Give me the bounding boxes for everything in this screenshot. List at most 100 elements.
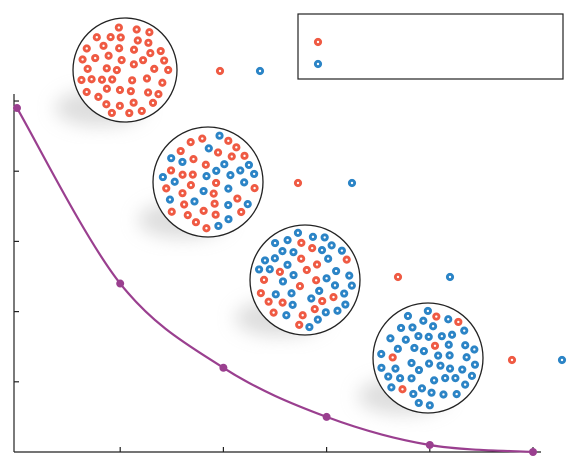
particle-core [212,192,215,195]
particle-core [182,203,186,206]
particle-core [345,258,348,261]
particle-core [399,326,403,330]
particle-core [315,263,319,266]
particle-core [317,289,321,293]
particle-core [439,364,442,367]
particle-core [305,268,309,272]
particle-core [410,361,413,365]
particle-core [448,354,451,357]
particle-core [394,367,397,370]
particle-core [316,318,320,321]
particle-core [223,163,226,166]
particle-core [170,210,173,213]
particle-core [128,111,131,115]
particle-core [205,174,208,178]
particle-core [350,181,354,185]
particle-core [95,36,99,39]
particle-core [141,58,145,62]
particle-core [169,169,173,172]
particle-core [136,39,139,42]
particle-core [291,303,294,307]
particle-core [417,334,420,338]
particle-core [253,186,256,190]
particle-core [281,301,284,304]
particle-core [191,173,194,176]
legend-box [297,13,564,80]
particle-core [336,309,339,312]
particle-core [218,134,221,137]
particle-core [193,200,196,203]
particle-core [94,56,97,60]
particle-core [443,376,447,380]
particle-core [333,284,337,287]
particle-core [510,358,514,362]
particle-core [330,244,333,247]
particle-core [86,67,89,71]
particle-core [348,274,351,277]
particle-core [411,326,414,329]
particle-core [262,278,266,282]
particle-core [258,69,262,73]
particle-core [461,368,464,371]
particle-core [147,41,150,45]
particle-core [413,346,416,350]
particle-core [85,90,88,94]
particle-core [239,169,242,172]
particle-core [380,352,383,356]
particle-core [334,269,338,273]
particle-core [447,343,450,346]
particle-core [320,248,324,252]
particle-core [435,315,438,318]
particle-core [470,374,474,378]
particle-core [207,147,210,150]
particle-core [314,279,318,282]
particle-core [313,307,316,311]
particle-core [281,249,284,253]
particle-core [252,172,256,176]
particle-core [107,54,110,57]
point [219,363,228,372]
particle-core [168,198,172,201]
particle-core [426,309,430,313]
particle-core [267,300,270,303]
particle-core [216,151,220,154]
particle-core [189,183,193,187]
particle-core [186,213,189,217]
particle-core [235,146,238,149]
particle-core [117,26,121,29]
particle-core [286,238,289,242]
particle-core [111,78,114,81]
particle-core [148,31,151,34]
particle-core [119,36,122,39]
particle-core [340,249,344,252]
particle-core [457,320,460,324]
particle-core [412,392,415,396]
particle-core [110,111,114,115]
particle-core [447,318,450,321]
particle-core [205,227,208,230]
particle-core [132,48,136,51]
particle-core [463,383,467,386]
particle-core [157,92,160,96]
particle-core [240,210,243,214]
particle-core [273,257,277,260]
particle-core [102,44,105,48]
particle-core [422,349,426,353]
particle-core [273,241,277,245]
particle-core [430,391,433,394]
particle-core [118,88,122,92]
particle-core [213,202,216,205]
particle-core [257,268,261,271]
particle-core [135,28,138,31]
particle-core [189,140,192,144]
particle-core [420,387,424,390]
particle-core [417,401,420,405]
particle-core [246,202,249,206]
particle-core [464,344,467,347]
particle-core [380,366,383,370]
particle-core [85,47,88,50]
particle-core [227,139,230,143]
particle-core [169,156,173,160]
point [322,412,331,421]
